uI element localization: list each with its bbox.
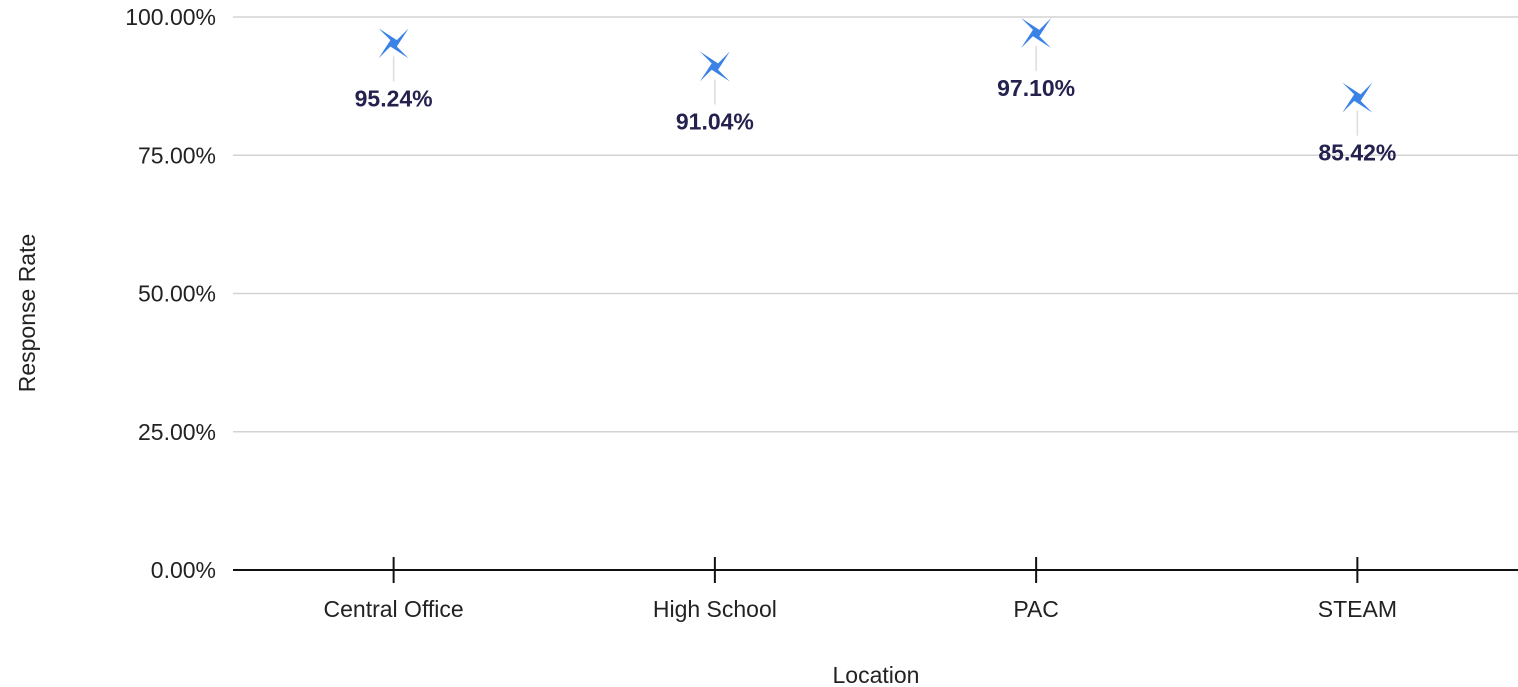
data-label: 95.24% <box>355 85 433 111</box>
x-axis-tick-labels: Central Office High School PAC STEAM <box>324 596 1397 622</box>
x-tick-label: STEAM <box>1318 596 1397 622</box>
star-marker <box>1021 18 1052 49</box>
y-tick-label: 0.00% <box>151 557 216 583</box>
x-tick-label: PAC <box>1013 596 1059 622</box>
x-tick-label: Central Office <box>324 596 464 622</box>
y-tick-label: 50.00% <box>138 281 216 307</box>
x-tick-label: High School <box>653 596 777 622</box>
data-point: 91.04% <box>676 51 754 135</box>
star-marker <box>1342 82 1373 113</box>
star-marker <box>378 28 409 59</box>
star-marker <box>699 51 730 82</box>
data-point: 95.24% <box>355 28 433 111</box>
x-axis <box>233 557 1518 583</box>
data-label: 97.10% <box>997 75 1075 101</box>
data-points: 95.24% 91.04% 97.10% 85.42% <box>355 18 1396 166</box>
y-axis-tick-labels: 0.00% 25.00% 50.00% 75.00% 100.00% <box>125 4 216 583</box>
y-axis-title: Response Rate <box>14 234 40 393</box>
y-tick-label: 100.00% <box>125 4 216 30</box>
y-tick-label: 25.00% <box>138 419 216 445</box>
x-axis-title: Location <box>833 662 920 687</box>
y-tick-label: 75.00% <box>138 142 216 168</box>
gridlines <box>233 16 1518 433</box>
data-label: 91.04% <box>676 109 754 135</box>
data-point: 85.42% <box>1318 82 1396 166</box>
data-label: 85.42% <box>1318 140 1396 166</box>
data-point: 97.10% <box>997 18 1075 101</box>
